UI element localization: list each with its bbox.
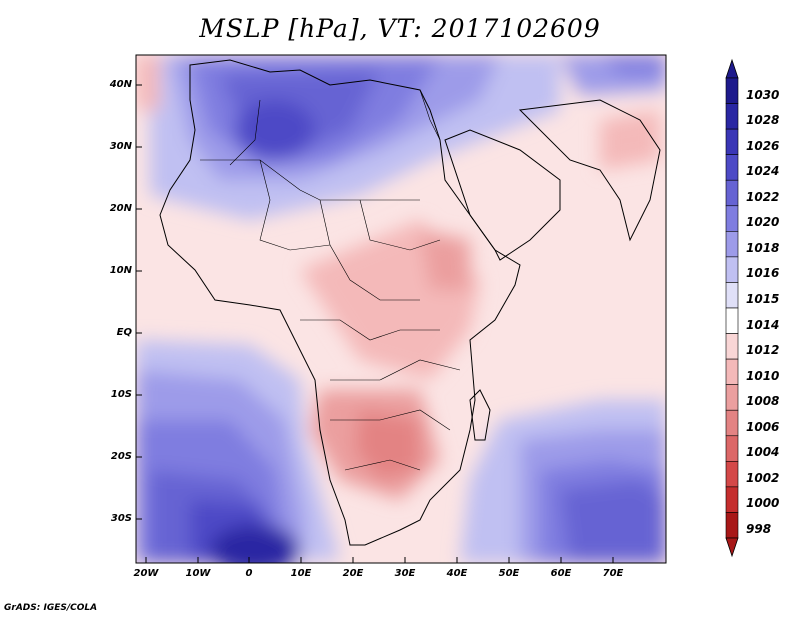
colorbar-swatch xyxy=(725,231,739,258)
colorbar-label: 1020 xyxy=(746,215,780,230)
colorbar-label: 1026 xyxy=(746,138,780,153)
colorbar xyxy=(725,58,739,558)
lat-label-20s: 20S xyxy=(110,451,132,462)
colorbar-swatch xyxy=(725,307,739,334)
colorbar-swatch xyxy=(725,409,739,437)
colorbar-swatch xyxy=(725,154,739,181)
lon-label-20e: 20E xyxy=(342,568,364,579)
colorbar-label: 1016 xyxy=(746,266,780,281)
colorbar-label: 1006 xyxy=(746,419,780,434)
colorbar-label: 1000 xyxy=(746,496,780,511)
coastlines xyxy=(159,59,661,546)
colorbar-label: 1010 xyxy=(746,368,780,383)
colorbar-swatch xyxy=(725,358,739,385)
colorbar-label: 1014 xyxy=(746,317,780,332)
colorbar-swatch xyxy=(725,486,739,513)
colorbar-swatch xyxy=(725,435,739,462)
map-title: MSLP [hPa], VT: 2017102609 xyxy=(199,14,601,43)
colorbar-top-arrow xyxy=(725,58,739,79)
lon-label-40e: 40E xyxy=(446,568,468,579)
colorbar-swatch xyxy=(725,256,739,283)
colorbar-swatch xyxy=(725,77,739,104)
colorbar-label: 1022 xyxy=(746,189,780,204)
pressure-field xyxy=(136,55,666,563)
colorbar-swatch xyxy=(725,128,739,155)
lon-label-10e: 10E xyxy=(290,568,312,579)
lat-label-40n: 40N xyxy=(109,79,132,90)
x-ticks xyxy=(145,557,614,563)
lat-label-eq: EQ xyxy=(116,327,132,338)
colorbar-label: 1008 xyxy=(746,394,780,409)
lon-label-0: 0 xyxy=(245,568,253,579)
lat-label-30s: 30S xyxy=(110,513,132,524)
colorbar-swatch xyxy=(725,103,739,130)
footer-credit: GrADS: IGES/COLA xyxy=(4,603,98,613)
colorbar-swatch xyxy=(725,384,739,411)
lon-label-60e: 60E xyxy=(550,568,572,579)
colorbar-swatch xyxy=(725,205,739,232)
colorbar-label: 1015 xyxy=(746,292,780,306)
colorbar-swatch xyxy=(725,282,739,309)
map-frame xyxy=(135,54,667,564)
colorbar-swatch xyxy=(725,461,739,488)
lon-label-30e: 30E xyxy=(394,568,416,579)
colorbar-swatch xyxy=(725,179,739,207)
colorbar-swatch xyxy=(725,333,739,360)
lon-label-50e: 50E xyxy=(498,568,520,579)
colorbar-swatch xyxy=(725,512,739,539)
colorbar-label: 1028 xyxy=(746,113,780,128)
colorbar-label: 1004 xyxy=(746,445,780,460)
colorbar-label: 1018 xyxy=(746,240,780,255)
lon-label-20w: 20W xyxy=(133,568,159,579)
lat-label-20n: 20N xyxy=(109,203,132,214)
colorbar-label: 998 xyxy=(746,522,772,536)
colorbar-label: 1030 xyxy=(746,87,780,102)
colorbar-label: 1012 xyxy=(746,343,780,358)
colorbar-label: 1024 xyxy=(746,164,780,179)
lon-label-10w: 10W xyxy=(185,568,211,579)
colorbar-label: 1002 xyxy=(746,470,780,485)
lat-label-30n: 30N xyxy=(109,141,132,152)
lat-label-10n: 10N xyxy=(109,265,132,276)
colorbar-bottom-arrow xyxy=(725,537,739,558)
y-ticks xyxy=(136,84,142,520)
lon-label-70e: 70E xyxy=(602,568,624,579)
lat-label-10s: 10S xyxy=(110,389,132,400)
